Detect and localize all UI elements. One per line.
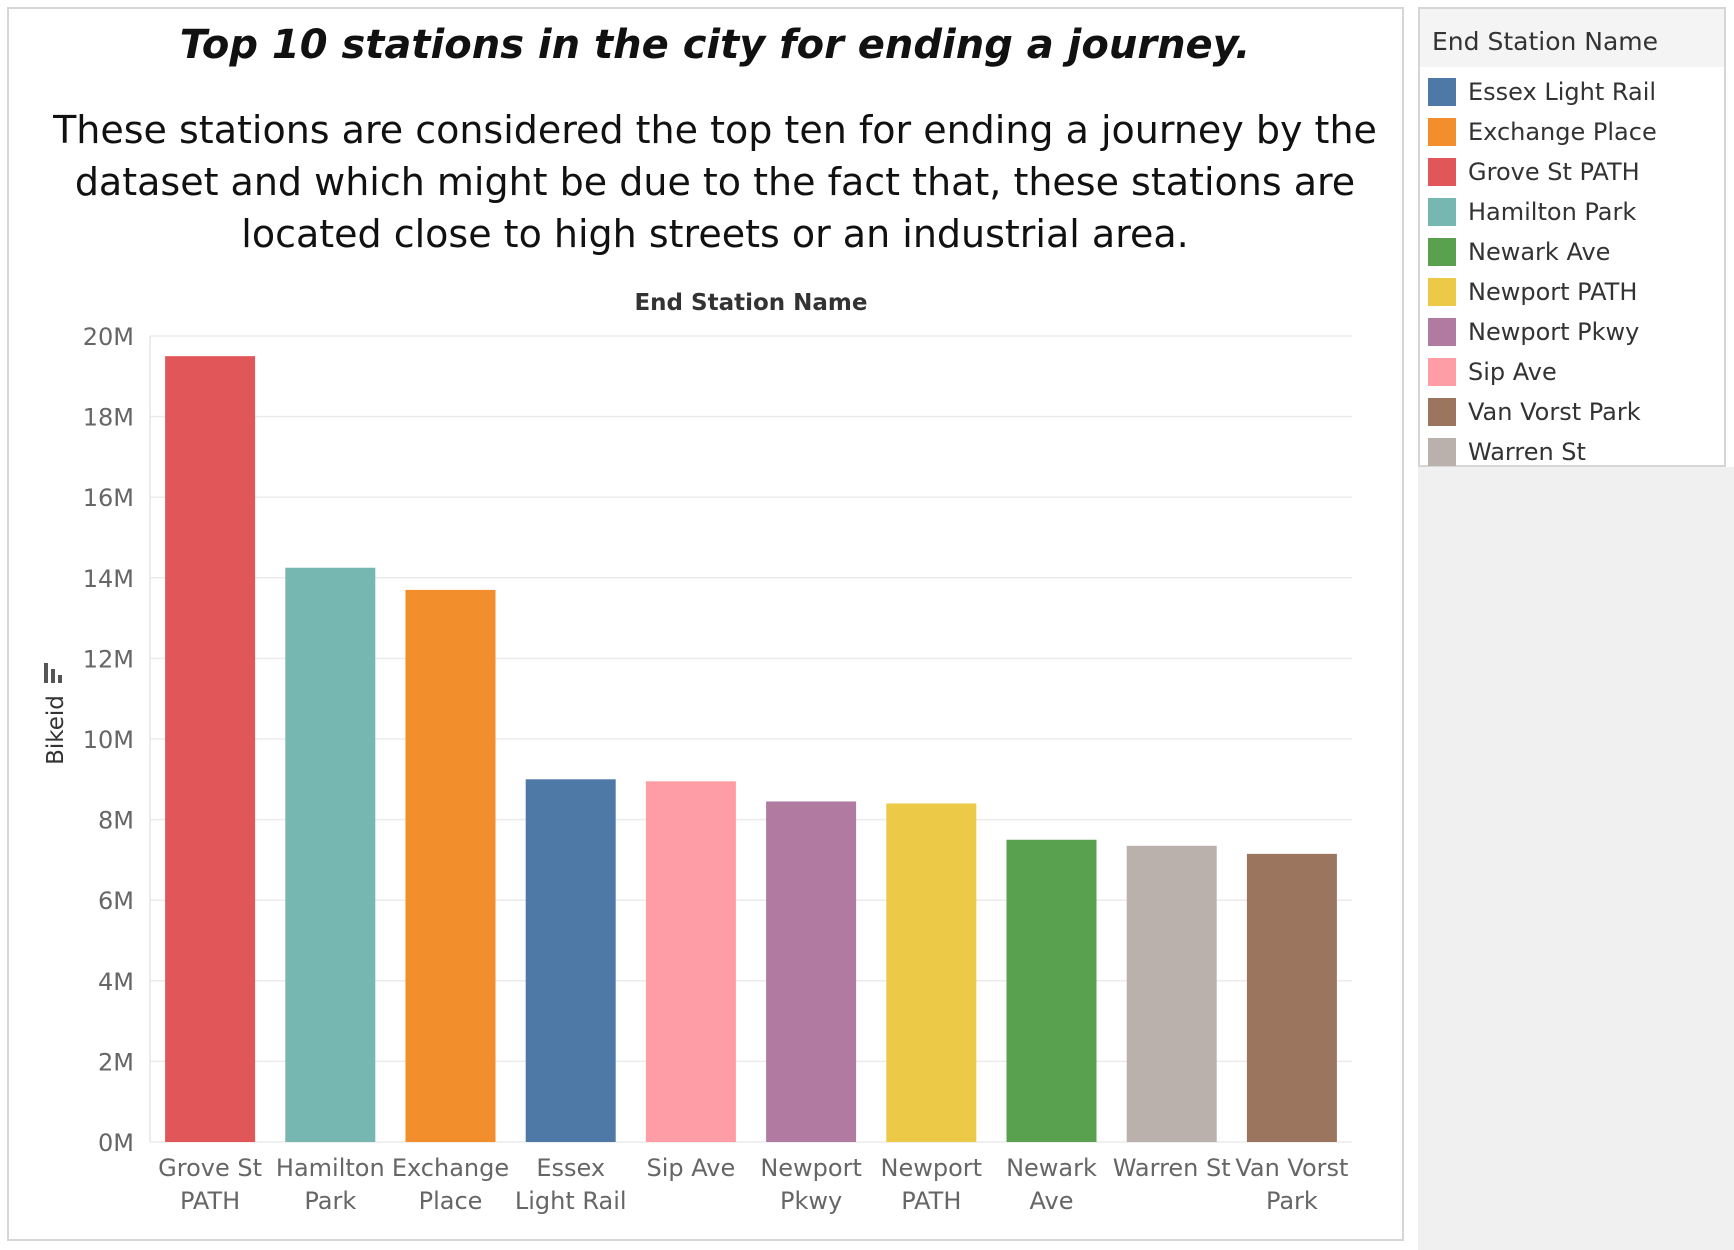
y-tick-label: 10M (83, 726, 134, 754)
bar[interactable] (1246, 853, 1337, 1142)
x-tick-label: Warren St (1113, 1154, 1231, 1182)
y-tick-label: 8M (98, 807, 134, 835)
y-tick-label: 0M (98, 1129, 134, 1157)
legend-label: Newark Ave (1468, 238, 1611, 266)
legend-item[interactable]: Hamilton Park (1428, 195, 1636, 229)
bar-chart[interactable]: 0M 2M 4M 6M 8M 10M 12M 14M 16M 18M 20M Grove St PAT… (0, 0, 1410, 1250)
sort-icon[interactable] (44, 663, 62, 683)
legend-label: Hamilton Park (1468, 198, 1637, 226)
y-tick-label: 2M (98, 1048, 134, 1076)
y-tick-label: 4M (98, 968, 134, 996)
chart-title: Top 10 stations in the city for ending a… (179, 22, 1251, 68)
x-tick-label: Van Vorst Park (1235, 1154, 1348, 1215)
bar[interactable] (1006, 839, 1097, 1142)
legend-item[interactable]: Grove St PATH (1428, 155, 1640, 189)
legend-label: Newport PATH (1468, 278, 1638, 306)
legend-item[interactable]: Sip Ave (1428, 355, 1557, 389)
legend-swatch (1428, 78, 1456, 106)
legend-item[interactable]: Essex Light Rail (1428, 75, 1656, 109)
legend-item[interactable]: Newport PATH (1428, 275, 1637, 309)
legend-item[interactable]: Newport Pkwy (1428, 315, 1639, 349)
legend-item[interactable]: Newark Ave (1428, 235, 1610, 269)
x-tick-label: Newport Pkwy (760, 1154, 862, 1215)
legend-item[interactable]: Exchange Place (1428, 115, 1657, 149)
legend-panel: End Station Name Essex Light Rail Exchang… (1418, 7, 1726, 467)
bar[interactable] (886, 803, 977, 1142)
x-tick-label: Hamilton Park (276, 1154, 385, 1215)
bar[interactable] (165, 356, 256, 1142)
x-tick-label: Newark Ave (1006, 1154, 1097, 1215)
legend-label: Essex Light Rail (1468, 78, 1657, 106)
legend-swatch (1428, 158, 1456, 186)
legend-swatch (1428, 198, 1456, 226)
x-tick-label: Essex Light Rail (515, 1154, 627, 1215)
legend-swatch (1428, 318, 1456, 346)
legend-title: End Station Name (1432, 27, 1659, 56)
y-axis-ticks: 0M 2M 4M 6M 8M 10M 12M 14M 16M 18M 20M (83, 323, 134, 1157)
y-axis-title-group: Bikeid (43, 695, 69, 765)
x-tick-label: Grove St PATH (158, 1154, 262, 1215)
y-tick-label: 20M (83, 323, 134, 351)
bar[interactable] (645, 781, 736, 1142)
legend-item[interactable]: Warren St (1428, 435, 1586, 469)
legend-label: Exchange Place (1468, 118, 1657, 146)
x-axis-title: End Station Name (634, 290, 867, 316)
legend-label: Warren St (1468, 438, 1586, 466)
legend-swatch (1428, 238, 1456, 266)
bar[interactable] (285, 567, 376, 1142)
legend-swatch (1428, 358, 1456, 386)
chart-subtitle: These stations are considered the top te… (53, 108, 1377, 256)
y-tick-label: 14M (83, 565, 134, 593)
x-tick-label: Sip Ave (647, 1154, 736, 1182)
x-tick-label: Exchange Place (392, 1154, 509, 1215)
y-tick-label: 16M (83, 484, 134, 512)
y-axis-title: Bikeid (43, 695, 69, 765)
bar[interactable] (525, 779, 616, 1142)
y-tick-label: 18M (83, 404, 134, 432)
x-tick-label: Newport PATH (881, 1154, 983, 1215)
bar[interactable] (1126, 845, 1217, 1142)
y-tick-label: 12M (83, 645, 134, 673)
bar[interactable] (766, 801, 857, 1142)
legend-swatch (1428, 118, 1456, 146)
y-tick-label: 6M (98, 887, 134, 915)
legend-label: Newport Pkwy (1468, 318, 1640, 346)
legend-swatch (1428, 398, 1456, 426)
bars[interactable] (165, 356, 1337, 1142)
legend-swatch (1428, 278, 1456, 306)
legend-label: Van Vorst Park (1468, 398, 1641, 426)
sidebar-background (1418, 467, 1734, 1250)
legend-label: Sip Ave (1468, 358, 1557, 386)
legend-header (1420, 9, 1724, 67)
bar[interactable] (405, 589, 496, 1142)
legend-swatch (1428, 438, 1456, 466)
legend-label: Grove St PATH (1468, 158, 1640, 186)
legend-item[interactable]: Van Vorst Park (1428, 395, 1641, 429)
